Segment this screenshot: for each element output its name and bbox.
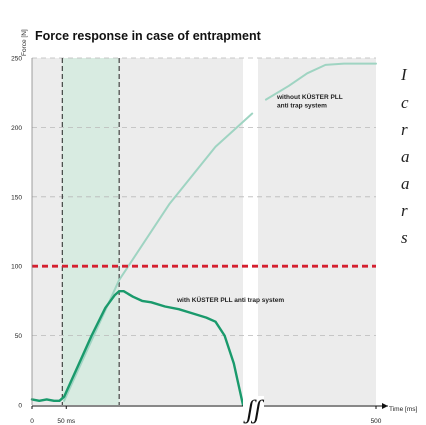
y-tick-label: 50 xyxy=(15,333,23,340)
series-annotation: without KÜSTER PLL anti trap system xyxy=(276,92,343,110)
side-text-fragment: r xyxy=(401,120,408,139)
x-tick-label: 0 xyxy=(30,418,34,425)
x-tick-label: 50 ms xyxy=(57,418,75,425)
y-tick-label: 0 xyxy=(18,403,22,410)
axis-break-gap xyxy=(243,396,264,416)
plot-area-right xyxy=(258,58,376,405)
chart-title: Force response in case of entrapment xyxy=(35,29,262,43)
series-line xyxy=(30,290,245,407)
side-text-fragment: a xyxy=(401,174,410,193)
x-axis-arrow-icon xyxy=(382,403,388,409)
series-annotation: with KÜSTER PLL anti trap system xyxy=(176,295,284,304)
x-tick-label: 500 xyxy=(371,418,382,425)
x-axis-label: Time [ms] xyxy=(389,406,417,413)
y-tick-label: 250 xyxy=(11,56,22,63)
side-text-fragment: r xyxy=(401,201,408,220)
side-text-fragment: I xyxy=(400,65,408,84)
y-tick-label: 150 xyxy=(11,194,22,201)
series-line xyxy=(264,62,377,101)
side-text-fragment: s xyxy=(401,228,408,247)
y-axis-label: Force [N] xyxy=(21,29,28,56)
axis-break-symbol: ʃʃ xyxy=(243,395,265,424)
y-tick-label: 200 xyxy=(11,125,22,132)
side-text-fragment: c xyxy=(401,93,409,112)
highlight-band xyxy=(62,58,120,405)
y-tick-label: 100 xyxy=(11,264,22,271)
side-text-fragment: a xyxy=(401,147,410,166)
series-line xyxy=(63,112,254,402)
